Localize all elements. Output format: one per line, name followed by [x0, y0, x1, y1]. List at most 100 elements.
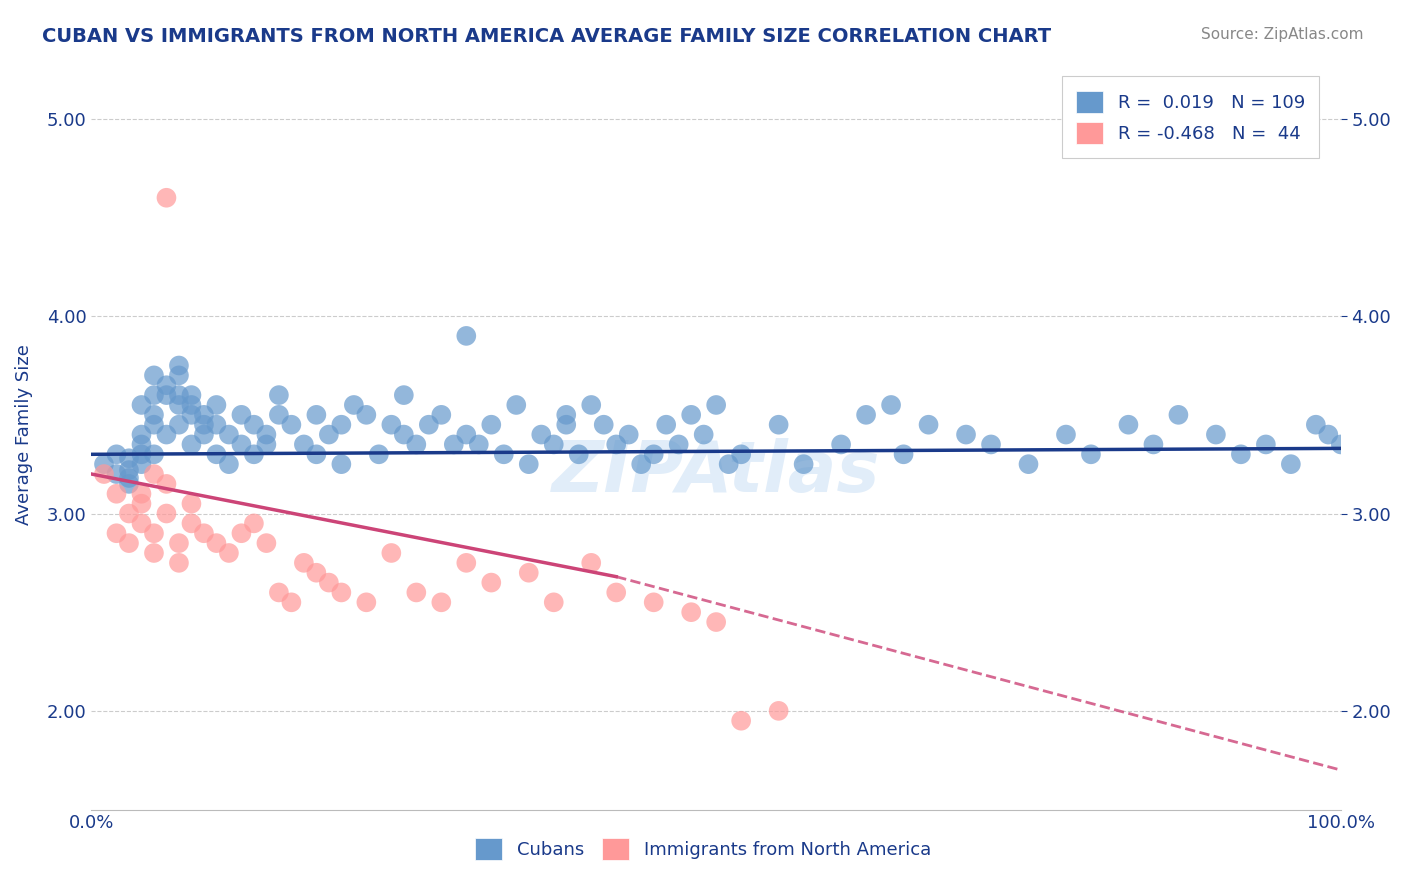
Point — [105, 447, 128, 461]
Point — [1254, 437, 1277, 451]
Point — [205, 536, 228, 550]
Point — [356, 595, 378, 609]
Point — [167, 556, 190, 570]
Point — [143, 417, 166, 432]
Legend: Cubans, Immigrants from North America: Cubans, Immigrants from North America — [461, 823, 945, 874]
Text: Source: ZipAtlas.com: Source: ZipAtlas.com — [1201, 27, 1364, 42]
Point — [1317, 427, 1340, 442]
Point — [543, 595, 565, 609]
Point — [305, 447, 328, 461]
Point — [917, 417, 939, 432]
Point — [105, 487, 128, 501]
Point — [643, 447, 665, 461]
Point — [380, 546, 402, 560]
Point — [243, 447, 266, 461]
Point — [1142, 437, 1164, 451]
Point — [267, 408, 290, 422]
Point — [118, 507, 141, 521]
Point — [581, 556, 603, 570]
Point — [655, 417, 678, 432]
Point — [180, 516, 202, 531]
Point — [380, 417, 402, 432]
Point — [1080, 447, 1102, 461]
Point — [193, 417, 215, 432]
Text: ZIPAtlas: ZIPAtlas — [553, 438, 880, 507]
Point — [180, 408, 202, 422]
Point — [131, 497, 153, 511]
Point — [517, 457, 540, 471]
Point — [617, 427, 640, 442]
Point — [218, 457, 240, 471]
Point — [267, 585, 290, 599]
Point — [1167, 408, 1189, 422]
Point — [131, 516, 153, 531]
Point — [830, 437, 852, 451]
Point — [330, 585, 353, 599]
Point — [980, 437, 1002, 451]
Point — [405, 585, 427, 599]
Point — [893, 447, 915, 461]
Point — [392, 388, 415, 402]
Point — [592, 417, 614, 432]
Point — [218, 546, 240, 560]
Point — [505, 398, 527, 412]
Point — [105, 526, 128, 541]
Point — [605, 437, 627, 451]
Point — [155, 388, 177, 402]
Point — [955, 427, 977, 442]
Point — [330, 457, 353, 471]
Point — [668, 437, 690, 451]
Point — [143, 388, 166, 402]
Point — [167, 368, 190, 383]
Point — [492, 447, 515, 461]
Point — [318, 427, 340, 442]
Point — [292, 556, 315, 570]
Point — [392, 427, 415, 442]
Point — [430, 408, 453, 422]
Point — [543, 437, 565, 451]
Point — [555, 408, 578, 422]
Point — [167, 536, 190, 550]
Point — [280, 417, 302, 432]
Point — [443, 437, 465, 451]
Point — [305, 408, 328, 422]
Point — [180, 497, 202, 511]
Point — [305, 566, 328, 580]
Point — [318, 575, 340, 590]
Point — [193, 427, 215, 442]
Point — [193, 408, 215, 422]
Point — [218, 427, 240, 442]
Point — [155, 476, 177, 491]
Point — [143, 467, 166, 481]
Point — [118, 536, 141, 550]
Legend: R =  0.019   N = 109, R = -0.468   N =  44: R = 0.019 N = 109, R = -0.468 N = 44 — [1062, 76, 1319, 158]
Point — [1305, 417, 1327, 432]
Point — [131, 487, 153, 501]
Point — [205, 447, 228, 461]
Point — [456, 556, 478, 570]
Point — [418, 417, 440, 432]
Point — [167, 388, 190, 402]
Point — [105, 467, 128, 481]
Point — [530, 427, 553, 442]
Point — [643, 595, 665, 609]
Point — [267, 388, 290, 402]
Point — [231, 526, 253, 541]
Point — [1279, 457, 1302, 471]
Point — [143, 526, 166, 541]
Point — [330, 417, 353, 432]
Point — [479, 417, 502, 432]
Point — [704, 615, 727, 629]
Point — [118, 451, 141, 466]
Point — [367, 447, 389, 461]
Point — [768, 704, 790, 718]
Point — [131, 447, 153, 461]
Point — [243, 516, 266, 531]
Point — [1018, 457, 1040, 471]
Point — [167, 398, 190, 412]
Point — [855, 408, 877, 422]
Point — [205, 398, 228, 412]
Point — [280, 595, 302, 609]
Point — [243, 417, 266, 432]
Point — [118, 471, 141, 485]
